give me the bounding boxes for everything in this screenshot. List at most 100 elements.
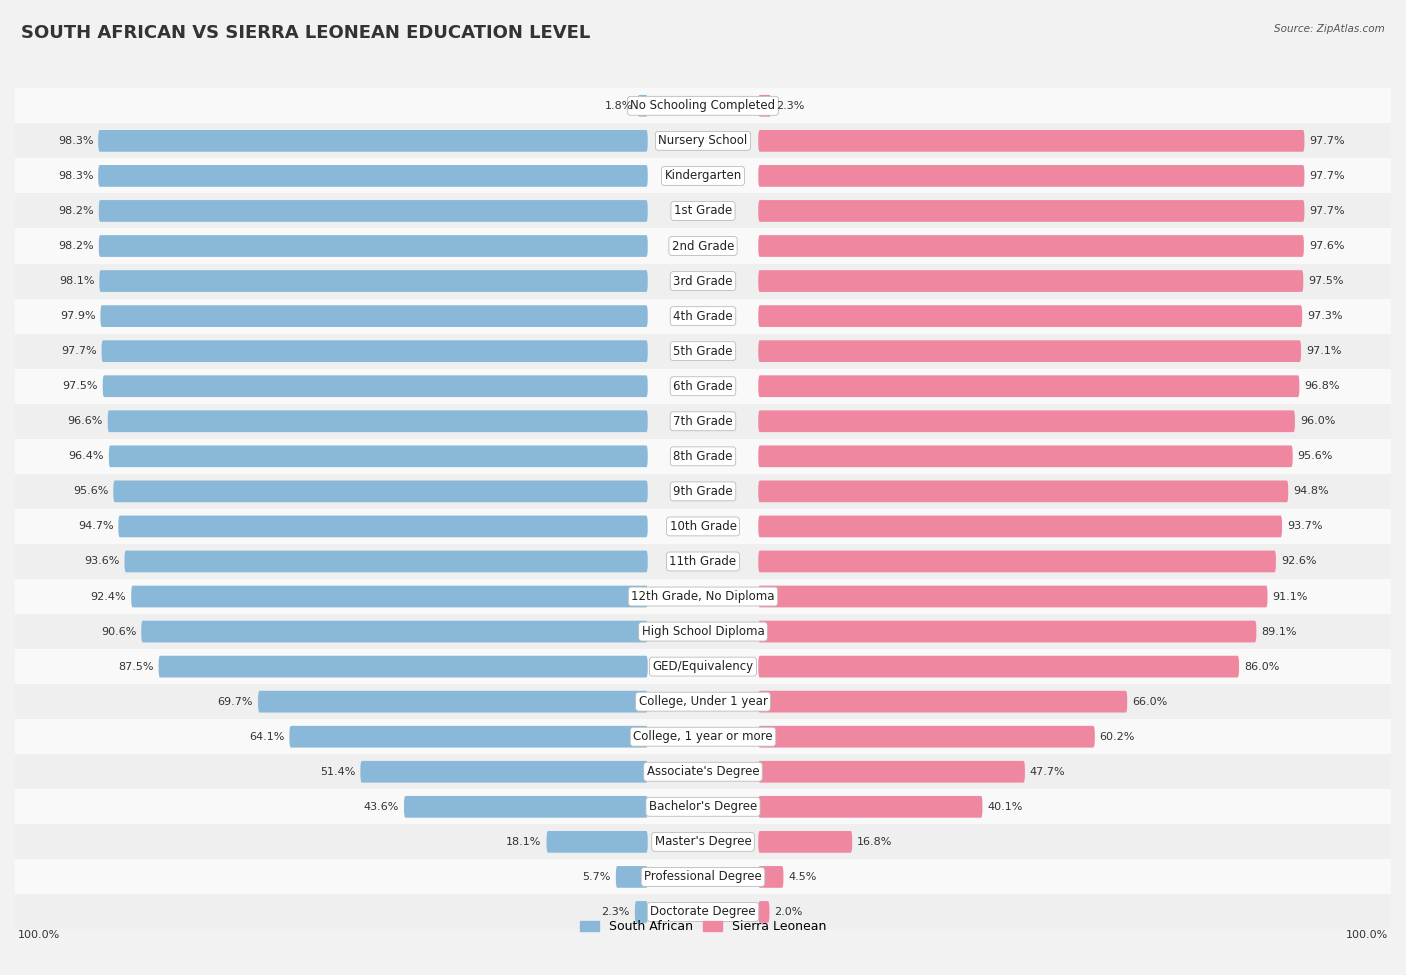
Text: 97.7%: 97.7% — [1309, 136, 1346, 146]
Text: 69.7%: 69.7% — [218, 697, 253, 707]
FancyBboxPatch shape — [118, 516, 648, 537]
Bar — [15, 158, 1391, 193]
FancyBboxPatch shape — [125, 551, 648, 572]
Text: 1st Grade: 1st Grade — [673, 205, 733, 217]
FancyBboxPatch shape — [758, 831, 852, 853]
FancyBboxPatch shape — [758, 796, 983, 818]
Text: 95.6%: 95.6% — [73, 487, 108, 496]
Text: Nursery School: Nursery School — [658, 135, 748, 147]
Text: 3rd Grade: 3rd Grade — [673, 275, 733, 288]
Text: Master's Degree: Master's Degree — [655, 836, 751, 848]
Text: 94.7%: 94.7% — [77, 522, 114, 531]
Text: 18.1%: 18.1% — [506, 837, 541, 847]
Text: 90.6%: 90.6% — [101, 627, 136, 637]
Bar — [15, 474, 1391, 509]
Text: 16.8%: 16.8% — [858, 837, 893, 847]
Bar — [15, 755, 1391, 790]
Text: 1.8%: 1.8% — [605, 100, 633, 111]
Text: 97.7%: 97.7% — [1309, 171, 1346, 181]
Text: GED/Equivalency: GED/Equivalency — [652, 660, 754, 673]
Text: 96.8%: 96.8% — [1305, 381, 1340, 391]
Bar — [15, 263, 1391, 298]
Text: 97.7%: 97.7% — [60, 346, 97, 356]
FancyBboxPatch shape — [758, 725, 1095, 748]
FancyBboxPatch shape — [108, 446, 648, 467]
Text: 98.1%: 98.1% — [59, 276, 94, 286]
Bar — [15, 404, 1391, 439]
Text: Source: ZipAtlas.com: Source: ZipAtlas.com — [1274, 24, 1385, 34]
Text: 2.3%: 2.3% — [602, 907, 630, 916]
FancyBboxPatch shape — [758, 446, 1292, 467]
Text: 97.5%: 97.5% — [62, 381, 98, 391]
Text: 6th Grade: 6th Grade — [673, 379, 733, 393]
FancyBboxPatch shape — [758, 130, 1305, 152]
Text: 5.7%: 5.7% — [582, 872, 612, 882]
Text: College, 1 year or more: College, 1 year or more — [633, 730, 773, 743]
Text: 10th Grade: 10th Grade — [669, 520, 737, 533]
Text: 51.4%: 51.4% — [321, 766, 356, 777]
FancyBboxPatch shape — [547, 831, 648, 853]
Text: 4.5%: 4.5% — [789, 872, 817, 882]
Bar — [15, 859, 1391, 894]
FancyBboxPatch shape — [758, 656, 1239, 678]
FancyBboxPatch shape — [758, 621, 1257, 643]
Bar — [15, 614, 1391, 649]
Text: 98.2%: 98.2% — [58, 206, 94, 215]
Text: SOUTH AFRICAN VS SIERRA LEONEAN EDUCATION LEVEL: SOUTH AFRICAN VS SIERRA LEONEAN EDUCATIO… — [21, 24, 591, 42]
Text: 64.1%: 64.1% — [249, 731, 284, 742]
FancyBboxPatch shape — [159, 656, 648, 678]
FancyBboxPatch shape — [638, 95, 648, 117]
FancyBboxPatch shape — [259, 691, 648, 713]
Text: 97.9%: 97.9% — [60, 311, 96, 321]
Bar — [15, 824, 1391, 859]
Bar — [15, 89, 1391, 123]
FancyBboxPatch shape — [616, 866, 648, 888]
Bar — [15, 123, 1391, 158]
Bar — [15, 579, 1391, 614]
Legend: South African, Sierra Leonean: South African, Sierra Leonean — [575, 916, 831, 938]
Bar — [15, 333, 1391, 369]
Bar — [15, 684, 1391, 720]
FancyBboxPatch shape — [98, 165, 648, 187]
Text: 43.6%: 43.6% — [364, 801, 399, 812]
Text: 97.5%: 97.5% — [1308, 276, 1344, 286]
Text: College, Under 1 year: College, Under 1 year — [638, 695, 768, 708]
FancyBboxPatch shape — [98, 200, 648, 222]
Bar — [15, 439, 1391, 474]
Bar — [15, 298, 1391, 333]
Text: 12th Grade, No Diploma: 12th Grade, No Diploma — [631, 590, 775, 603]
Text: 86.0%: 86.0% — [1244, 662, 1279, 672]
Text: 47.7%: 47.7% — [1029, 766, 1066, 777]
FancyBboxPatch shape — [100, 305, 648, 327]
Text: 60.2%: 60.2% — [1099, 731, 1135, 742]
Text: 97.3%: 97.3% — [1308, 311, 1343, 321]
FancyBboxPatch shape — [758, 760, 1025, 783]
Text: 94.8%: 94.8% — [1294, 487, 1329, 496]
Bar — [15, 509, 1391, 544]
Text: 92.6%: 92.6% — [1281, 557, 1316, 566]
FancyBboxPatch shape — [100, 270, 648, 292]
Text: 97.7%: 97.7% — [1309, 206, 1346, 215]
FancyBboxPatch shape — [141, 621, 648, 643]
Text: 98.3%: 98.3% — [58, 171, 93, 181]
Bar — [15, 720, 1391, 755]
Text: No Schooling Completed: No Schooling Completed — [630, 99, 776, 112]
Text: 100.0%: 100.0% — [18, 930, 60, 940]
Text: Professional Degree: Professional Degree — [644, 871, 762, 883]
FancyBboxPatch shape — [360, 760, 648, 783]
FancyBboxPatch shape — [758, 270, 1303, 292]
FancyBboxPatch shape — [404, 796, 648, 818]
Text: 2nd Grade: 2nd Grade — [672, 240, 734, 253]
Text: 98.3%: 98.3% — [58, 136, 93, 146]
Text: 97.1%: 97.1% — [1306, 346, 1341, 356]
Text: 92.4%: 92.4% — [90, 592, 127, 602]
Text: Associate's Degree: Associate's Degree — [647, 765, 759, 778]
FancyBboxPatch shape — [98, 235, 648, 256]
Text: 97.6%: 97.6% — [1309, 241, 1344, 251]
FancyBboxPatch shape — [758, 691, 1128, 713]
Bar — [15, 228, 1391, 263]
Text: 5th Grade: 5th Grade — [673, 344, 733, 358]
Text: 87.5%: 87.5% — [118, 662, 153, 672]
Text: 98.2%: 98.2% — [58, 241, 94, 251]
Text: 96.6%: 96.6% — [67, 416, 103, 426]
